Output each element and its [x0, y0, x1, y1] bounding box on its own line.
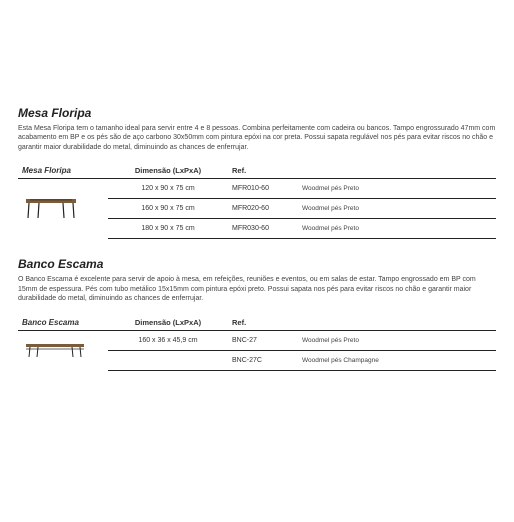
table-icon	[22, 194, 80, 224]
mesa-ref: MFR020-60	[228, 199, 298, 219]
bench-icon	[22, 338, 88, 362]
banco-table: Banco Escama Dimensão (LxPxA) Ref.	[18, 314, 496, 371]
banco-section: Banco Escama O Banco Escama é excelente …	[18, 257, 496, 370]
banco-ref: BNC-27C	[228, 350, 298, 370]
table-row: 160 x 36 x 45,9 cm BNC-27 Woodmel pés Pr…	[18, 330, 496, 350]
mesa-section: Mesa Floripa Esta Mesa Floripa tem o tam…	[18, 106, 496, 239]
banco-desc: O Banco Escama é excelente para servir d…	[18, 275, 496, 303]
banco-opt: Woodmel pés Preto	[298, 330, 496, 350]
mesa-th-opt	[298, 162, 496, 179]
mesa-opt: Woodmel pés Preto	[298, 179, 496, 199]
mesa-desc: Esta Mesa Floripa tem o tamanho ideal pa…	[18, 124, 496, 152]
banco-th-name: Banco Escama	[18, 314, 108, 331]
banco-ref: BNC-27	[228, 330, 298, 350]
table-row: 120 x 90 x 75 cm MFR010-60 Woodmel pés P…	[18, 179, 496, 199]
mesa-dim: 120 x 90 x 75 cm	[108, 179, 228, 199]
banco-image-cell	[18, 330, 108, 370]
banco-th-opt	[298, 314, 496, 331]
banco-dim: 160 x 36 x 45,9 cm	[108, 330, 228, 350]
mesa-ref: MFR010-60	[228, 179, 298, 199]
mesa-ref: MFR030-60	[228, 219, 298, 239]
mesa-dim: 180 x 90 x 75 cm	[108, 219, 228, 239]
banco-th-ref: Ref.	[228, 314, 298, 331]
banco-title: Banco Escama	[18, 257, 496, 271]
mesa-image-cell	[18, 179, 108, 239]
mesa-table: Mesa Floripa Dimensão (LxPxA) Ref.	[18, 162, 496, 239]
banco-opt: Woodmel pés Champagne	[298, 350, 496, 370]
mesa-opt: Woodmel pés Preto	[298, 219, 496, 239]
mesa-th-name: Mesa Floripa	[18, 162, 108, 179]
banco-th-dim: Dimensão (LxPxA)	[108, 314, 228, 331]
mesa-title: Mesa Floripa	[18, 106, 496, 120]
mesa-opt: Woodmel pés Preto	[298, 199, 496, 219]
mesa-th-ref: Ref.	[228, 162, 298, 179]
banco-dim	[108, 350, 228, 370]
mesa-th-dim: Dimensão (LxPxA)	[108, 162, 228, 179]
mesa-dim: 160 x 90 x 75 cm	[108, 199, 228, 219]
